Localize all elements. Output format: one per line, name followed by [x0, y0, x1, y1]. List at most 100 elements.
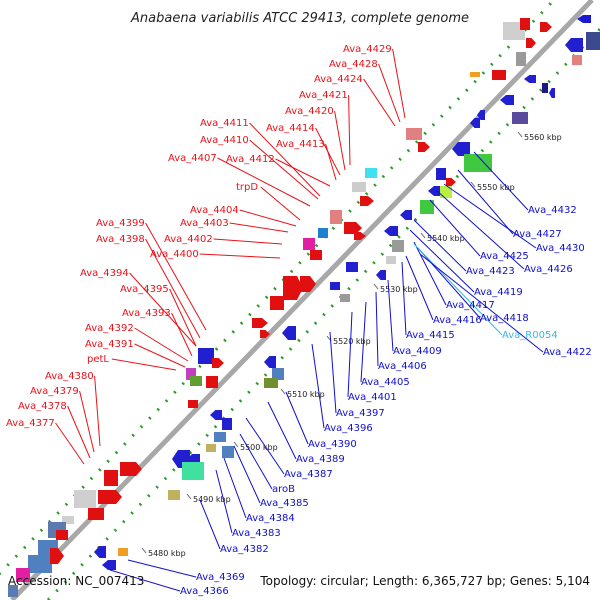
- gene-feature: [318, 228, 328, 238]
- ruler-tick-label: 5560 kbp: [524, 133, 562, 142]
- leader-line: [348, 94, 351, 166]
- leader-line: [199, 499, 221, 550]
- gene-feature: [28, 555, 52, 573]
- gene-label-minus: Ava_4425: [480, 251, 529, 262]
- ruler-tick-mark: [280, 388, 286, 395]
- blue-label-leaders: [109, 151, 544, 592]
- leader-line: [129, 272, 197, 347]
- ruler-tick-mark: [233, 441, 239, 448]
- position-ruler: 5480 kbp 5490 kbp 5500 kbp 5510 kbp 5520 kbp…: [141, 131, 562, 558]
- leader-line: [109, 569, 181, 592]
- gene-label-plus: Ava_4404: [190, 205, 239, 216]
- gene-arrow: [300, 276, 316, 292]
- gene-feature: [464, 154, 492, 172]
- red-label-leaders: [55, 48, 406, 465]
- gene-feature: [386, 256, 396, 264]
- gene-feature: [118, 548, 128, 556]
- gene-arrow: [470, 118, 480, 128]
- gene-label-minus: Ava_4427: [513, 229, 562, 240]
- gene-label-minus: Ava_4389: [296, 454, 345, 465]
- gene-label-minus: Ava_4418: [480, 313, 529, 324]
- gene-feature: [188, 400, 198, 408]
- gene-arrow: [384, 226, 398, 236]
- gene-feature: [272, 368, 284, 380]
- gene-label-plus: Ava_4411: [200, 118, 249, 129]
- gene-arrow: [540, 22, 552, 32]
- gene-label-plus: Ava_4399: [96, 218, 145, 229]
- gene-feature: [104, 470, 118, 486]
- gene-label-minus: Ava_4397: [336, 408, 385, 419]
- leader-line: [375, 291, 379, 367]
- ruler-tick-mark: [141, 547, 147, 554]
- leader-line: [275, 158, 331, 187]
- gene-arrow: [260, 330, 270, 338]
- gene-feature: [346, 262, 358, 272]
- map-title: Anabaena variabilis ATCC 29413, complete…: [130, 11, 469, 26]
- gene-label-plus: Ava_4410: [200, 135, 249, 146]
- gene-feature: [186, 368, 196, 380]
- gene-feature: [406, 128, 422, 140]
- gene-label-minus: Ava_4390: [308, 439, 357, 450]
- gene-label-plus: Ava_4424: [314, 74, 363, 85]
- gene-arrow: [94, 546, 106, 558]
- gene-label-minus: Ava_4384: [246, 513, 295, 524]
- gene-feature: [503, 22, 525, 40]
- gene-label-plus: Ava_4398: [96, 234, 145, 245]
- leader-line: [311, 343, 325, 429]
- leader-line: [429, 199, 481, 257]
- leader-line: [378, 63, 401, 123]
- leader-line: [217, 157, 311, 207]
- leader-line: [111, 358, 177, 371]
- leader-line: [94, 375, 101, 447]
- leader-line: [223, 457, 247, 519]
- ruler-tick-label: 5540 kbp: [427, 234, 465, 243]
- gene-label-minus: Ava_4401: [348, 392, 397, 403]
- gene-label-plus: Ava_4378: [18, 401, 67, 412]
- gene-label-minus: Ava_4415: [406, 330, 455, 341]
- gene-label-plus: Ava_4412: [226, 154, 275, 165]
- leader-line: [260, 186, 301, 221]
- gene-label-plus: Ava_4407: [168, 153, 217, 164]
- gene-feature: [222, 418, 232, 430]
- gene-arrow: [344, 222, 362, 234]
- leader-line: [245, 417, 285, 475]
- gene-label-plus: trpD: [236, 182, 258, 193]
- gene-label-plus: Ava_4392: [85, 323, 134, 334]
- gene-label-minus: Ava_4426: [524, 264, 573, 275]
- gene-label-minus: Ava_4416: [433, 315, 482, 326]
- gene-arrow: [283, 276, 303, 300]
- gene-feature: [190, 376, 202, 386]
- gene-feature: [198, 348, 214, 364]
- gene-feature: [440, 186, 452, 198]
- leader-line: [215, 469, 233, 534]
- leader-line: [413, 241, 447, 306]
- gene-label-minus: Ava_4422: [543, 347, 592, 358]
- gene-label-plus: Ava_4379: [30, 386, 79, 397]
- gene-feature: [206, 444, 216, 452]
- ruler-tick-mark: [186, 493, 192, 500]
- gene-arrow: [360, 196, 374, 206]
- gene-label-minus: Ava_4432: [528, 205, 577, 216]
- gene-feature: [182, 462, 204, 480]
- leader-line: [229, 222, 289, 233]
- gene-arrow: [526, 38, 536, 48]
- gene-feature: [330, 282, 340, 290]
- gene-label-minus: Ava_4419: [474, 287, 523, 298]
- gene-label-plus: Ava_4420: [285, 106, 334, 117]
- ruler-tick-mark: [373, 283, 379, 290]
- gene-arrow: [102, 560, 116, 570]
- leader-line: [325, 143, 337, 181]
- leader-line: [171, 312, 193, 357]
- gene-feature: [16, 568, 30, 582]
- leader-line: [405, 255, 434, 321]
- leader-line: [413, 219, 467, 272]
- leader-line: [473, 151, 529, 211]
- gene-label-minus: Ava_4366: [180, 586, 229, 597]
- gene-feature: [303, 238, 315, 250]
- ruler-tick-label: 5480 kbp: [148, 549, 186, 558]
- gene-feature: [222, 446, 234, 458]
- gene-arrow: [418, 142, 430, 152]
- leader-line: [145, 238, 201, 339]
- leader-line: [169, 288, 197, 347]
- ruler-tick-label: 5510 kbp: [287, 390, 325, 399]
